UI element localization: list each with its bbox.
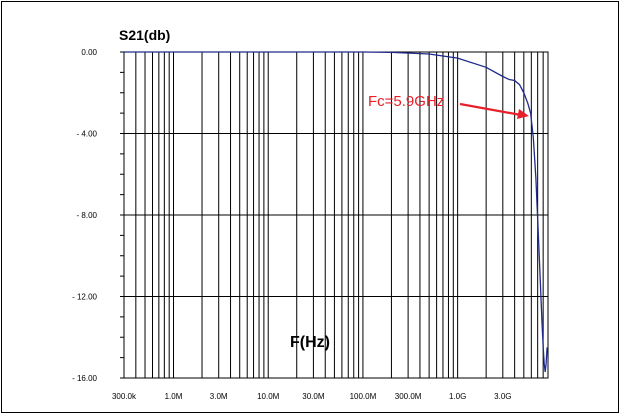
x-tick-label: 1.0M (165, 392, 183, 401)
y-axis-label: S21(db) (119, 27, 170, 43)
x-tick-label: 300.0M (395, 392, 422, 401)
x-tick-label: 300.0k (112, 392, 137, 401)
cutoff-annotation-label: Fc=5.9GHz (368, 93, 444, 110)
x-tick-label: 100.0M (350, 392, 377, 401)
y-tick-label: - 4.00 (77, 130, 98, 139)
x-tick-label: 3.0M (210, 392, 228, 401)
x-tick-labels: 300.0k 1.0M 3.0M 10.0M 30.0M 100.0M 300.0M 1.0G… (112, 392, 512, 401)
x-tick-label: 1.0G (449, 392, 466, 401)
cutoff-arrow-head (517, 109, 529, 119)
grid-lines (124, 51, 548, 379)
y-tick-label: - 16.00 (72, 374, 97, 383)
cutoff-annotation-arrow (459, 102, 522, 117)
s21-series-line (124, 51, 548, 372)
x-tick-label: 30.0M (302, 392, 325, 401)
x-tick-label: 10.0M (257, 392, 280, 401)
y-tick-label: - 12.00 (72, 293, 97, 302)
y-minor-ticks (120, 51, 124, 379)
x-tick-label: 3.0G (494, 392, 511, 401)
y-tick-label: 0.00 (81, 48, 97, 57)
y-tick-label: - 8.00 (77, 211, 98, 220)
x-axis-label: F(Hz) (290, 334, 330, 351)
y-tick-labels: 0.00 - 4.00 - 8.00 - 12.00 - 16.00 (72, 48, 97, 383)
